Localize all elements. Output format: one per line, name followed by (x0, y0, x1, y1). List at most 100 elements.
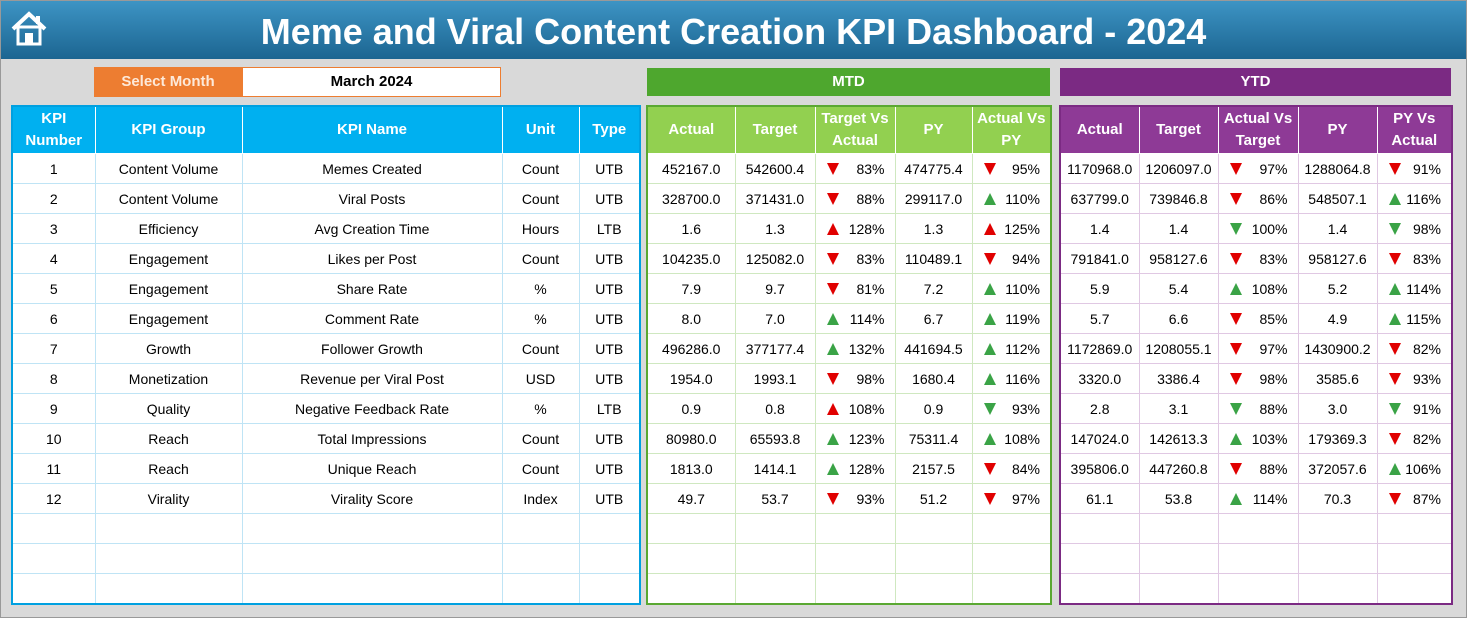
cell: 496286.0 (646, 333, 736, 364)
home-icon[interactable] (9, 9, 49, 49)
data-row: 1170968.0 1206097.0 97% 1288064.8 91% (1059, 153, 1453, 184)
mtd-banner: MTD (647, 68, 1050, 96)
status-arrow (1388, 163, 1401, 175)
cell: 12 (11, 483, 96, 514)
status-arrow (1388, 253, 1401, 265)
cell: 87% (1376, 483, 1453, 514)
data-row: 328700.0 371431.0 88% 299117.0 110% (646, 183, 1052, 214)
cell: 128% (814, 213, 896, 244)
empty-cell (894, 513, 973, 544)
empty-cell (11, 543, 96, 574)
cell: Engagement (94, 273, 243, 304)
status-arrow (826, 163, 839, 175)
empty-cell (1138, 513, 1219, 544)
cell: 88% (814, 183, 896, 214)
cell: 0.9 (646, 393, 736, 424)
cell: Memes Created (241, 153, 503, 184)
cell: 1813.0 (646, 453, 736, 484)
cell: 112% (971, 333, 1052, 364)
empty-cell (1059, 543, 1140, 574)
month-value[interactable]: March 2024 (242, 67, 501, 97)
data-row: 12 Virality Virality Score Index UTB (11, 483, 641, 514)
cell: 3.1 (1138, 393, 1219, 424)
cell: 83% (1217, 243, 1299, 274)
data-row: 3320.0 3386.4 98% 3585.6 93% (1059, 363, 1453, 394)
cell: 328700.0 (646, 183, 736, 214)
cell: 7 (11, 333, 96, 364)
empty-cell (241, 513, 503, 544)
cell: UTB (578, 273, 641, 304)
empty-cell (814, 543, 896, 574)
cell: 10 (11, 423, 96, 454)
empty-cell (1297, 513, 1378, 544)
empty-cell (1376, 543, 1453, 574)
cell: 119% (971, 303, 1052, 334)
cell: Comment Rate (241, 303, 503, 334)
status-arrow (826, 313, 839, 325)
cell: Count (501, 183, 580, 214)
cell: Reach (94, 423, 243, 454)
cell: 1.4 (1297, 213, 1378, 244)
cell: Follower Growth (241, 333, 503, 364)
title-bar: Meme and Viral Content Creation KPI Dash… (1, 1, 1466, 59)
data-row: 1172869.0 1208055.1 97% 1430900.2 82% (1059, 333, 1453, 364)
cell: 1170968.0 (1059, 153, 1140, 184)
status-arrow (1229, 373, 1242, 385)
cell: 3.0 (1297, 393, 1378, 424)
cell: 1.4 (1059, 213, 1140, 244)
cell: 97% (1217, 153, 1299, 184)
cell: LTB (578, 393, 641, 424)
column-header: KPI Group (94, 105, 243, 154)
kpi-table: Actual Target Target Vs Actual PY Actual Vs … (646, 105, 1052, 605)
column-header: Target (734, 105, 816, 154)
cell: 98% (1376, 213, 1453, 244)
status-arrow (983, 433, 996, 445)
cell: 179369.3 (1297, 423, 1378, 454)
cell: 125% (971, 213, 1052, 244)
cell: 8.0 (646, 303, 736, 334)
empty-cell (814, 573, 896, 605)
cell: 93% (814, 483, 896, 514)
status-arrow (1388, 313, 1401, 325)
data-row: 5.9 5.4 108% 5.2 114% (1059, 273, 1453, 304)
data-row: 8.0 7.0 114% 6.7 119% (646, 303, 1052, 334)
status-arrow (983, 373, 996, 385)
data-row: 395806.0 447260.8 88% 372057.6 106% (1059, 453, 1453, 484)
cell: 739846.8 (1138, 183, 1219, 214)
data-row: 6 Engagement Comment Rate% UTB (11, 303, 641, 334)
cell: 0.8 (734, 393, 816, 424)
cell: 65593.8 (734, 423, 816, 454)
cell: 5.2 (1297, 273, 1378, 304)
cell: UTB (578, 453, 641, 484)
empty-cell (1217, 513, 1299, 544)
empty-cell (578, 543, 641, 574)
data-row: 0.9 0.8 108% 0.9 93% (646, 393, 1052, 424)
cell: 80980.0 (646, 423, 736, 454)
cell: 84% (971, 453, 1052, 484)
cell: 100% (1217, 213, 1299, 244)
cell: 108% (971, 423, 1052, 454)
data-row: 104235.0 125082.0 83% 110489.1 94% (646, 243, 1052, 274)
status-arrow (1229, 283, 1242, 295)
cell: 441694.5 (894, 333, 973, 364)
cell: 8 (11, 363, 96, 394)
cell: 9.7 (734, 273, 816, 304)
cell: UTB (578, 303, 641, 334)
empty-cell (11, 513, 96, 544)
column-header: KPI Name (241, 105, 503, 154)
empty-cell (971, 543, 1052, 574)
cell: Content Volume (94, 183, 243, 214)
data-row: 5.7 6.6 85% 4.9 115% (1059, 303, 1453, 334)
data-row: 49.7 53.7 93% 51.2 97% (646, 483, 1052, 514)
data-row: 11 Reach Unique Reach Count UTB (11, 453, 641, 484)
cell: 53.8 (1138, 483, 1219, 514)
cell: 82% (1376, 423, 1453, 454)
status-arrow (1229, 403, 1242, 415)
empty-row (11, 513, 641, 544)
data-row: 1.6 1.3 128% 1.3 125% (646, 213, 1052, 244)
cell: 83% (814, 243, 896, 274)
cell: 1172869.0 (1059, 333, 1140, 364)
cell: 83% (814, 153, 896, 184)
empty-cell (94, 543, 243, 574)
empty-cell (578, 573, 641, 605)
